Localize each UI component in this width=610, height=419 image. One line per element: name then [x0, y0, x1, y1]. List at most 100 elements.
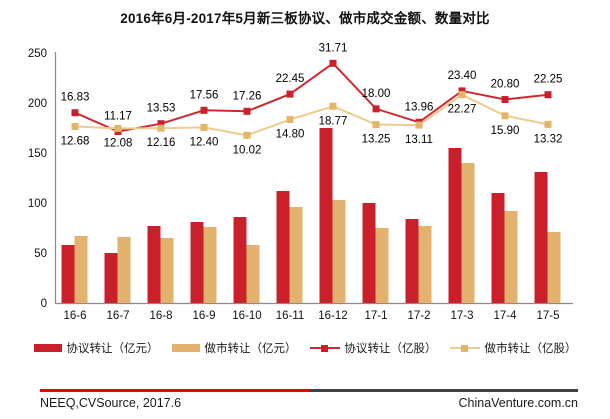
- legend-label: 做市转让（亿股）: [484, 343, 577, 355]
- bar-marketmaking-amount: [332, 200, 346, 303]
- marker-agreement-shares-icon: [372, 105, 380, 113]
- bar-agreement-amount: [276, 191, 290, 303]
- x-category-label: 16-9: [192, 310, 215, 322]
- data-label: 12.08: [104, 138, 133, 150]
- data-label: 17.26: [233, 90, 262, 102]
- footer-divider: [40, 389, 578, 392]
- legend-label: 协议转让（亿股）: [344, 343, 437, 355]
- marker-marketmaking-shares-icon: [243, 131, 251, 139]
- bar-agreement-amount: [104, 253, 118, 303]
- footer: NEEQ,CVSource, 2017.6 ChinaVenture.com.c…: [40, 396, 578, 410]
- line-agreement-shares: [74, 61, 549, 133]
- marker-agreement-shares-icon: [71, 109, 79, 117]
- marker-agreement-shares-icon: [286, 90, 294, 98]
- bar-agreement-amount: [233, 217, 247, 303]
- legend: 协议转让（亿元） 做市转让（亿元） 协议转让（亿股） 做市转让（亿股）: [0, 340, 610, 356]
- site-credit: ChinaVenture.com.cn: [458, 396, 578, 410]
- bar-agreement-amount: [362, 203, 376, 303]
- data-label: 12.16: [147, 137, 176, 149]
- data-label: 22.25: [534, 74, 563, 86]
- bar-agreement-amount: [190, 222, 204, 303]
- data-label: 15.90: [491, 125, 520, 137]
- data-label: 10.02: [233, 144, 262, 156]
- line-marketmaking-shares: [74, 93, 549, 137]
- x-category-label: 17-2: [407, 310, 430, 322]
- legend-label: 协议转让（亿元）: [66, 343, 159, 355]
- data-label: 13.96: [405, 101, 434, 113]
- x-category-label: 17-1: [364, 310, 387, 322]
- legend-item-agreement-shares: 协议转让（亿股）: [309, 340, 437, 356]
- bar-marketmaking-amount: [504, 211, 518, 303]
- y-tick-label: 50: [34, 248, 47, 260]
- bar-agreement-amount: [491, 193, 505, 303]
- bar-marketmaking-amount: [418, 226, 432, 303]
- bar-marketmaking-amount: [74, 236, 88, 303]
- marker-marketmaking-shares-icon: [71, 123, 79, 131]
- bar-marketmaking-amount: [203, 227, 217, 303]
- y-tick-label: 250: [28, 48, 47, 60]
- marker-agreement-shares-icon: [157, 120, 165, 128]
- marker-agreement-shares-icon: [458, 87, 466, 95]
- bar-marketmaking-amount: [246, 245, 260, 303]
- bar-marketmaking-amount: [461, 163, 475, 303]
- data-label: 13.11: [405, 134, 433, 146]
- bar-marketmaking-amount: [375, 228, 389, 303]
- data-label: 13.32: [534, 133, 563, 145]
- marker-agreement-shares-icon: [501, 96, 509, 104]
- data-label: 31.71: [319, 42, 348, 54]
- x-category-label: 16-12: [318, 310, 347, 322]
- legend-red-line-swatch-icon: [309, 344, 340, 353]
- marker-marketmaking-shares-icon: [114, 124, 122, 132]
- data-label: 14.80: [276, 129, 305, 141]
- data-label: 11.17: [104, 111, 132, 123]
- y-tick-label: 150: [28, 148, 47, 160]
- data-label: 23.40: [448, 70, 477, 82]
- legend-tan-bar-swatch-icon: [171, 344, 200, 352]
- x-category-label: 16-6: [63, 310, 86, 322]
- marker-marketmaking-shares-icon: [286, 115, 294, 123]
- x-category-label: 17-5: [536, 310, 559, 322]
- footer-divider-dark: [310, 389, 578, 392]
- footer-divider-red: [40, 389, 310, 392]
- marker-marketmaking-shares-icon: [458, 91, 466, 99]
- data-label: 12.40: [190, 136, 219, 148]
- chart-title: 2016年6月-2017年5月新三板协议、做市成交金额、数量对比: [120, 11, 490, 26]
- bar-agreement-amount: [534, 172, 548, 303]
- marker-marketmaking-shares-icon: [157, 124, 165, 132]
- marker-marketmaking-shares-icon: [415, 121, 423, 129]
- marker-agreement-shares-icon: [544, 91, 552, 99]
- x-category-label: 16-11: [276, 310, 305, 322]
- marker-agreement-shares-icon: [200, 106, 208, 114]
- bar-marketmaking-amount: [117, 237, 131, 303]
- data-label: 22.45: [276, 73, 305, 85]
- data-label: 22.27: [448, 104, 477, 116]
- legend-item-marketmaking-shares: 做市转让（亿股）: [449, 340, 577, 356]
- x-category-label: 16-8: [149, 310, 172, 322]
- y-tick-label: 200: [28, 98, 47, 110]
- bar-agreement-amount: [405, 219, 419, 303]
- x-category-label: 17-3: [450, 310, 473, 322]
- marker-marketmaking-shares-icon: [372, 121, 380, 129]
- bar-agreement-amount: [319, 128, 333, 303]
- data-label: 13.53: [147, 103, 176, 115]
- legend-red-bar-swatch-icon: [33, 344, 62, 352]
- bar-marketmaking-amount: [289, 207, 303, 303]
- marker-agreement-shares-icon: [329, 59, 337, 67]
- bar-agreement-amount: [448, 148, 462, 303]
- legend-item-marketmaking-amount: 做市转让（亿元）: [171, 340, 297, 356]
- bar-marketmaking-amount: [547, 232, 561, 303]
- x-category-label: 16-10: [232, 310, 261, 322]
- data-label: 13.25: [362, 134, 391, 146]
- data-label: 17.56: [190, 89, 219, 101]
- marker-marketmaking-shares-icon: [501, 112, 509, 120]
- marker-agreement-shares-icon: [243, 107, 251, 115]
- legend-item-agreement-amount: 协议转让（亿元）: [33, 340, 159, 356]
- legend-tan-line-swatch-icon: [449, 344, 480, 353]
- x-category-label: 17-4: [493, 310, 517, 322]
- bar-agreement-amount: [147, 226, 161, 303]
- data-label: 18.77: [319, 115, 348, 127]
- data-label: 12.68: [61, 136, 90, 148]
- data-label: 16.83: [61, 92, 90, 104]
